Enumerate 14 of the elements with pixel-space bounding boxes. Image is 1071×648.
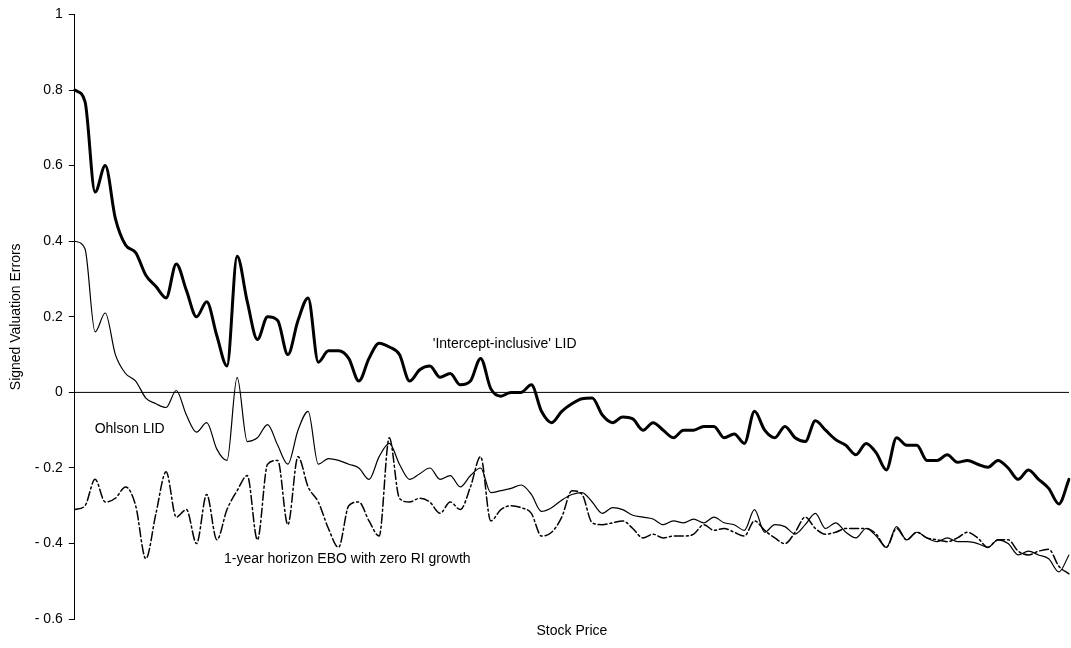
y-tick-label: 0.6 (43, 156, 64, 173)
y-tick-label: 0.8 (43, 80, 64, 97)
x-axis-title: Stock Price (536, 622, 608, 639)
y-tick-label: 0.2 (43, 307, 64, 324)
y-tick-label: - 0.4 (34, 534, 64, 551)
series-label: Ohlson LID (94, 419, 165, 436)
y-tick-label: 0.4 (43, 232, 64, 249)
series-label: 1-year horizon EBO with zero RI growth (223, 549, 471, 566)
y-tick-label: 1 (55, 5, 64, 22)
series-label: 'Intercept-inclusive' LID (432, 334, 577, 351)
y-tick-label: - 0.6 (34, 610, 64, 627)
y-tick-label: 0 (55, 383, 64, 400)
y-tick-label: - 0.2 (34, 458, 64, 475)
y-axis-title: Signed Valuation Errors (7, 243, 24, 391)
